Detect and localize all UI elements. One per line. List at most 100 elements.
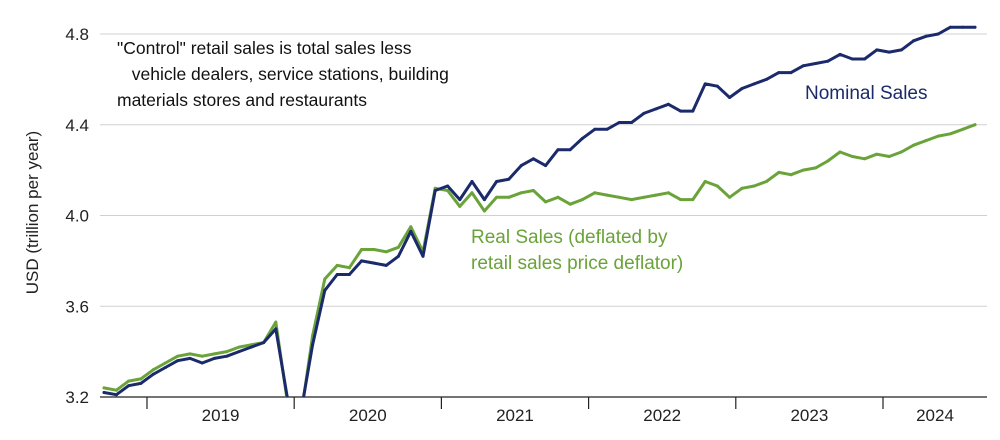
nominal-sales-point [372,261,376,265]
real-sales-point [752,184,756,188]
nominal-sales-point [666,102,670,106]
nominal-sales-point [495,180,499,183]
nominal-sales-point [728,96,732,99]
y-tick-label: 4.0 [65,207,89,226]
real-sales-point [396,245,400,249]
real-sales-point [679,198,683,202]
real-sales-point [360,248,364,251]
y-axis-title: USD (trillion per year) [23,131,42,294]
nominal-sales-point [507,177,511,181]
real-sales-point [838,150,842,154]
nominal-sales-point [531,157,535,161]
nominal-sales-point [924,34,928,38]
real-sales-point [580,198,584,202]
nominal-sales-point [384,263,388,267]
nominal-sales-point [151,372,155,376]
real-sales-point [163,361,167,365]
nominal-sales-point [703,82,707,86]
real-sales-point [225,350,229,354]
nominal-sales-points [102,25,977,417]
nominal-sales-point [188,356,192,360]
nominal-sales-point [323,288,327,292]
real-sales-point [482,209,486,213]
nominal-sales-point [814,62,818,65]
real-sales-point [372,248,376,251]
annotation-line: vehicle dealers, service stations, build… [122,64,449,84]
series-lines [102,25,977,421]
real-sales-point [507,195,511,199]
nominal-sales-point [127,384,131,388]
real-sales-point [703,180,707,183]
axes: 3.2 3.6 4.0 4.4 4.8 USD (trillion per year) 20… [23,25,987,425]
nominal-sales-point [225,354,229,358]
y-tick-label: 4.4 [65,116,89,135]
real-sales-point [593,191,597,195]
nominal-sales-point [421,254,425,258]
real-sales-points [102,123,977,421]
nominal-sales-point [642,111,646,115]
nominal-sales-point [114,393,118,397]
real-sales-point [936,134,940,138]
real-sales-point [850,155,854,158]
nominal-sales-point [740,87,744,90]
nominal-sales-line [102,25,977,397]
nominal-sales-point [875,48,879,52]
real-sales-point [948,132,952,136]
real-sales-point [151,368,155,372]
real-sales-point [335,263,339,267]
real-sales-point [961,127,965,131]
real-sales-point [826,159,830,163]
nominal-sales-point [777,71,781,75]
nominal-sales-point [764,77,768,81]
real-sales-point [102,386,106,390]
real-sales-point [740,186,744,190]
y-tick-label: 3.2 [65,388,89,407]
nominal-sales-point [139,381,143,385]
real-sales-point [470,191,474,195]
real-sales-point [495,195,499,199]
nominal-sales-point [801,64,805,68]
nominal-sales-point [299,414,302,417]
nominal-sales-point [360,259,364,263]
grid-lines [100,33,987,307]
nominal-sales-point [212,356,216,360]
nominal-sales-point [789,71,793,75]
real-sales-point [789,173,793,177]
real-sales-point [287,405,290,408]
nominal-sales-point [433,189,437,192]
real-sales-point [139,377,143,381]
nominal-sales-point [899,48,903,52]
nominal-sales-point [274,327,278,331]
nominal-sales-point [679,109,683,113]
real-sales-point [531,189,535,192]
real-sales-point [654,193,658,197]
nominal-sales-point [826,59,830,63]
nominal-sales-point [887,50,891,54]
nominal-sales-point [458,198,462,202]
real-sales-point [299,418,302,421]
nominal-sales-point [237,350,241,354]
nominal-sales-point [287,400,290,403]
nominal-sales-point [850,57,854,61]
nominal-sales-point [863,57,867,61]
real-sales-point [912,143,916,147]
annotation-line: materials stores and restaurants [117,90,367,110]
nominal-sales-point [163,366,167,369]
real-sales-point [691,198,695,202]
nominal-sales-point [519,164,523,168]
real-sales-point [715,184,719,188]
y-tick-label: 3.6 [65,297,89,316]
x-year-label: 2022 [643,406,681,425]
real-sales-line [102,123,977,397]
real-sales-point [200,354,204,358]
nominal-sales-point [617,121,621,124]
nominal-sales-point [176,359,180,363]
nominal-sales-point [311,343,315,347]
real-sales-point [446,189,450,192]
nominal-sales-point [752,82,756,86]
x-year-label: 2019 [202,406,240,425]
real-sales-point [728,195,732,199]
x-year-label: 2020 [349,406,387,425]
real-sales-point [556,195,560,199]
